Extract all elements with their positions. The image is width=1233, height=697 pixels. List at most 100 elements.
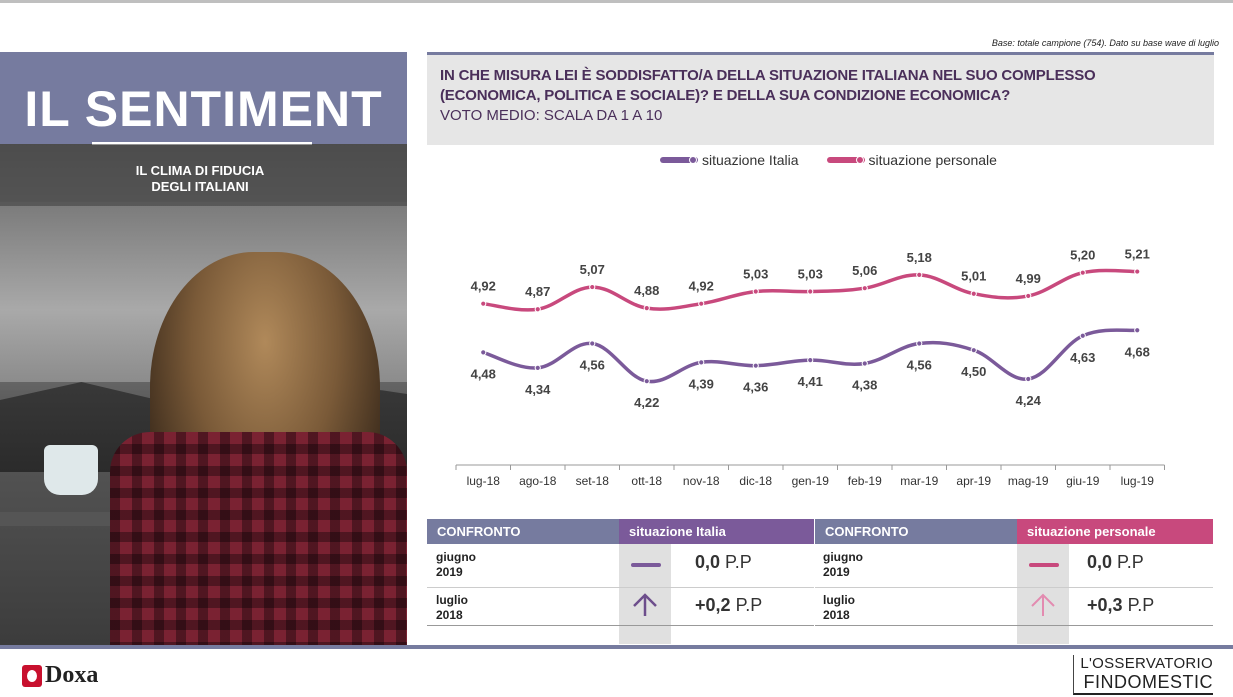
question-rule — [427, 52, 1214, 55]
data-point — [916, 340, 923, 347]
data-point — [752, 362, 759, 369]
question-line-1: IN CHE MISURA LEI È SODDISFATTO/A DELLA … — [440, 67, 1096, 84]
data-label: 5,06 — [852, 263, 877, 278]
data-point — [480, 300, 487, 307]
x-tick-label: feb-19 — [848, 474, 882, 488]
comparison-left-header-label: CONFRONTO — [427, 519, 619, 544]
data-point — [480, 349, 487, 356]
comparison-right-header-series: situazione personale — [1017, 519, 1213, 544]
comparison-left-row2-period: luglio 2018 — [436, 593, 468, 622]
data-label: 4,92 — [689, 279, 714, 294]
data-label: 5,01 — [961, 269, 986, 284]
x-tick-label: nov-18 — [683, 474, 720, 488]
x-tick-label: mag-19 — [1008, 474, 1049, 488]
x-tick-label: ott-18 — [631, 474, 662, 488]
x-tick-label: lug-19 — [1121, 474, 1155, 488]
data-point — [807, 288, 814, 295]
comparison-right-header-label: CONFRONTO — [815, 519, 1017, 544]
data-point — [643, 378, 650, 385]
data-point — [752, 288, 759, 295]
data-point — [1079, 269, 1086, 276]
table-bottom-rule — [815, 625, 1213, 626]
data-label: 5,07 — [580, 262, 605, 277]
data-point — [643, 305, 650, 312]
data-point — [970, 290, 977, 297]
section-subtitle: IL CLIMA DI FIDUCIA DEGLI ITALIANI — [90, 163, 310, 195]
doxa-wordmark: Doxa — [45, 662, 99, 688]
row-separator — [427, 587, 814, 588]
legend-swatch-personale — [826, 156, 865, 164]
data-label: 5,18 — [907, 250, 932, 265]
x-tick-label: apr-19 — [956, 474, 991, 488]
data-label: 4,87 — [525, 284, 550, 299]
x-tick-label: dic-18 — [739, 474, 772, 488]
x-tick-label: giu-19 — [1066, 474, 1100, 488]
row-separator — [815, 587, 1213, 588]
base-note: Base: totale campione (754). Dato su bas… — [991, 38, 1219, 48]
data-point — [698, 300, 705, 307]
observatorio-logo: L'OSSERVATORIO FINDOMESTIC — [1073, 655, 1213, 695]
data-label: 4,99 — [1016, 271, 1041, 286]
comparison-right-row2-period: luglio 2018 — [823, 593, 855, 622]
data-label: 4,34 — [525, 382, 551, 397]
comparison-right: CONFRONTO situazione personale giugno 20… — [815, 519, 1213, 644]
data-label: 4,38 — [852, 377, 877, 392]
data-point — [1025, 375, 1032, 383]
data-label: 4,50 — [961, 364, 986, 379]
table-bottom-rule — [427, 625, 814, 626]
arrow-up-icon — [633, 593, 657, 616]
data-label: 4,39 — [689, 376, 714, 391]
data-label: 4,48 — [471, 366, 496, 381]
comparison-left-row1-period: giugno 2019 — [436, 550, 476, 579]
data-point — [916, 271, 923, 278]
question-scale: VOTO MEDIO: SCALA DA 1 A 10 — [440, 107, 663, 124]
data-point — [1025, 292, 1032, 300]
subtitle-band — [0, 144, 407, 206]
title-underline — [92, 142, 312, 145]
dash-icon — [1029, 563, 1059, 567]
data-point — [1079, 332, 1086, 339]
comparison-left: CONFRONTO situazione Italia giugno 2019 … — [427, 519, 814, 644]
title-band — [0, 52, 407, 144]
chart-legend: situazione Italia situazione personale — [660, 152, 997, 168]
data-point — [589, 283, 596, 291]
subtitle-line-2: DEGLI ITALIANI — [151, 179, 249, 194]
top-rule — [0, 0, 1233, 3]
observatorio-line-2: FINDOMESTIC — [1083, 672, 1213, 692]
data-label: 5,03 — [798, 267, 823, 282]
legend-item-italia: situazione Italia — [660, 152, 799, 168]
data-label: 4,41 — [798, 374, 823, 389]
data-label: 4,24 — [1016, 393, 1042, 408]
data-label: 4,88 — [634, 283, 659, 298]
x-tick-label: ago-18 — [519, 474, 557, 488]
dash-icon — [631, 563, 661, 567]
comparison-left-row1-value: 0,0 P.P — [695, 552, 752, 572]
data-point — [807, 357, 814, 364]
data-point — [534, 364, 541, 371]
x-tick-label: gen-19 — [792, 474, 830, 488]
data-point — [589, 340, 596, 347]
data-label: 4,92 — [471, 279, 496, 294]
data-label: 4,56 — [907, 358, 932, 373]
data-point — [698, 359, 705, 366]
comparison-right-row2-value: +0,3 P.P — [1087, 595, 1155, 615]
observatorio-line-1: L'OSSERVATORIO — [1080, 655, 1213, 672]
doxa-logo: Doxa — [22, 662, 98, 689]
comparison-left-row2-value: +0,2 P.P — [695, 595, 763, 615]
section-title: IL SENTIMENT — [24, 81, 383, 137]
data-point — [534, 306, 541, 313]
comparison-right-row1-period: giugno 2019 — [823, 550, 863, 579]
legend-item-personale: situazione personale — [826, 152, 997, 168]
bottom-rule — [0, 645, 1233, 649]
data-label: 4,68 — [1125, 344, 1150, 359]
x-tick-label: lug-18 — [467, 474, 501, 488]
data-point — [1134, 327, 1141, 334]
data-label: 5,21 — [1125, 247, 1150, 262]
data-point — [861, 285, 868, 292]
question-line-2: (ECONOMICA, POLITICA E SOCIALE)? E DELLA… — [440, 87, 1011, 104]
legend-label-italia: situazione Italia — [702, 152, 799, 168]
legend-label-personale: situazione personale — [868, 152, 997, 168]
line-chart: lug-18 ago-18 set-18 ott-18 nov-18 dic-18 gen-… — [455, 247, 1165, 488]
data-label: 4,22 — [634, 395, 659, 410]
data-label: 4,63 — [1070, 350, 1095, 365]
